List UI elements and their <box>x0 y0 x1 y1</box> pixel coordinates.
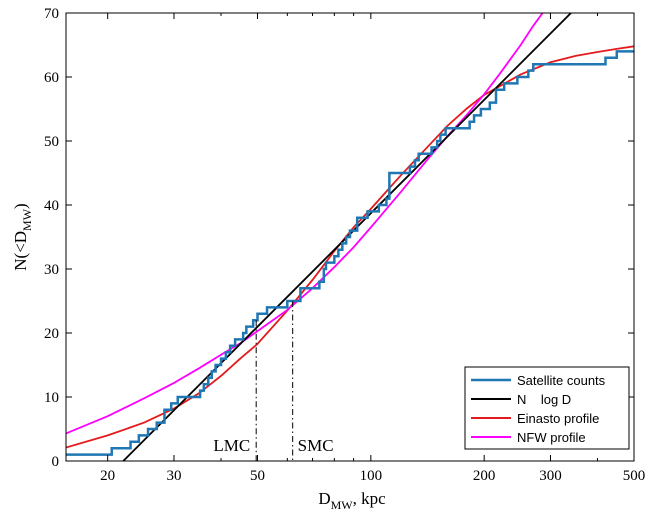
legend-entry: N log D <box>471 392 571 407</box>
x-tick-label: 300 <box>539 468 562 484</box>
annotation-layer: LMC SMC <box>213 301 334 461</box>
x-tick-label: 30 <box>166 468 181 484</box>
y-tick-label: 30 <box>44 262 59 278</box>
x-tick-label: 20 <box>100 468 115 484</box>
y-tick-label: 0 <box>52 454 60 470</box>
legend-label-einasto: Einasto profile <box>517 411 599 426</box>
x-tick-label: 500 <box>623 468 646 484</box>
legend-entry: Einasto profile <box>471 411 599 426</box>
legend-label-satellite: Satellite counts <box>517 373 606 388</box>
legend-entry: NFW profile <box>471 430 586 445</box>
annotation-label-lmc: LMC <box>213 436 250 455</box>
plot-frame <box>65 12 635 462</box>
series-layer <box>66 13 634 461</box>
tick-layer: 20 30 50 100 200 300 500 0 10 20 30 40 50 60 70 <box>44 6 645 484</box>
annotation-label-smc: SMC <box>298 436 334 455</box>
y-tick-label: 50 <box>44 134 59 150</box>
legend: Satellite counts N log D Einasto profile… <box>464 366 630 450</box>
x-axis-label: DMW, kpc <box>318 489 386 512</box>
y-tick-label: 20 <box>44 326 59 342</box>
y-tick-label: 40 <box>44 198 59 214</box>
y-tick-label: 60 <box>44 70 59 86</box>
y-tick-label: 70 <box>44 6 59 22</box>
legend-entry: Satellite counts <box>471 373 606 388</box>
nfw-series <box>66 13 544 435</box>
y-tick-label: 10 <box>44 390 59 406</box>
y-axis-label: N(<DMW) <box>11 203 34 270</box>
x-tick-label: 100 <box>360 468 383 484</box>
legend-label-loglinear: N log D <box>517 392 571 407</box>
x-tick-label: 200 <box>473 468 496 484</box>
x-tick-label: 50 <box>250 468 265 484</box>
satellite-counts-series <box>66 50 634 456</box>
legend-label-nfw: NFW profile <box>517 430 586 445</box>
